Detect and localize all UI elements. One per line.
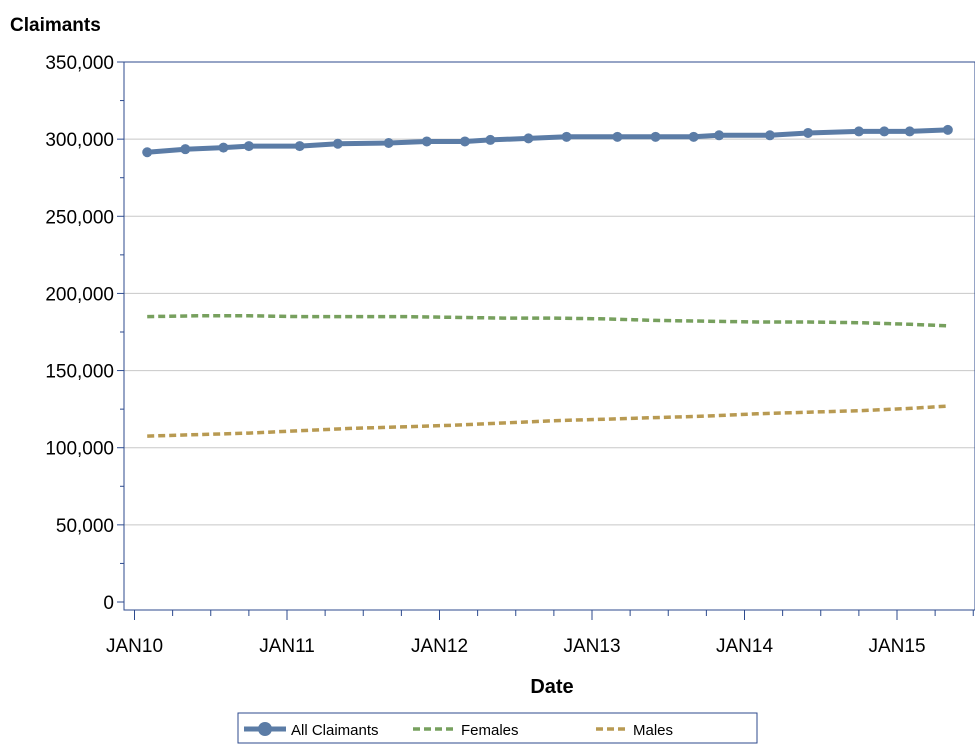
- data-point-all-claimants: [853, 126, 864, 137]
- x-tick-label: JAN14: [716, 636, 773, 657]
- data-point-all-claimants: [383, 138, 394, 148]
- data-point-all-claimants: [459, 136, 470, 147]
- data-point-all-claimants: [803, 127, 814, 138]
- data-point-all-claimants: [218, 142, 229, 153]
- data-point-all-claimants: [180, 144, 191, 155]
- data-point-all-claimants: [650, 131, 661, 142]
- x-tick-label: JAN12: [411, 636, 468, 657]
- y-tick-label: 150,000: [45, 362, 114, 383]
- data-point-all-claimants: [421, 136, 432, 147]
- series-layer: [142, 124, 953, 438]
- y-tick-label: 50,000: [56, 516, 114, 537]
- y-tick-label: 300,000: [45, 130, 114, 151]
- data-point-all-claimants: [523, 133, 534, 144]
- x-tick-label: JAN15: [868, 636, 925, 657]
- data-point-all-claimants: [142, 147, 153, 158]
- data-point-all-claimants: [485, 134, 496, 145]
- data-point-all-claimants: [764, 130, 775, 141]
- data-point-all-claimants: [294, 141, 305, 152]
- legend-label-males: Males: [633, 722, 673, 739]
- x-tick-label: JAN10: [106, 636, 163, 657]
- data-point-all-claimants: [688, 131, 699, 142]
- data-point-all-claimants: [714, 130, 725, 141]
- legend-label-females: Females: [461, 722, 519, 739]
- data-point-all-claimants: [243, 141, 254, 152]
- legend-label-all-claimants: All Claimants: [291, 722, 379, 739]
- y-tick-label: 250,000: [45, 207, 114, 228]
- legend-frame: [237, 712, 758, 744]
- data-point-all-claimants: [612, 131, 623, 142]
- x-tick-label: JAN11: [259, 636, 315, 657]
- legend-marker-all-claimants: [258, 722, 272, 736]
- data-point-all-claimants: [332, 138, 343, 149]
- y-axis: 0 50,000 100,000 150,000 200,000 250,000 300,0…: [45, 53, 124, 614]
- legend: All Claimants Females Males: [237, 712, 758, 744]
- x-axis: JAN10 JAN11 JAN12 JAN13 JAN14 JAN15: [106, 609, 975, 657]
- y-tick-label: 0: [103, 593, 114, 614]
- x-axis-title: Date: [530, 676, 573, 698]
- y-axis-title: Claimants: [10, 15, 101, 36]
- series-line-all-claimants: [144, 127, 951, 155]
- y-tick-label: 200,000: [45, 284, 114, 305]
- y-tick-label: 100,000: [45, 439, 114, 460]
- data-point-all-claimants: [942, 124, 953, 135]
- series-line-females: [147, 314, 948, 328]
- series-line-males: [147, 404, 948, 438]
- y-tick-label: 350,000: [45, 53, 114, 74]
- gridlines: [124, 138, 975, 526]
- data-point-all-claimants: [561, 131, 572, 142]
- data-point-all-claimants: [879, 126, 890, 137]
- x-tick-label: JAN13: [563, 636, 620, 657]
- data-point-all-claimants: [904, 126, 915, 137]
